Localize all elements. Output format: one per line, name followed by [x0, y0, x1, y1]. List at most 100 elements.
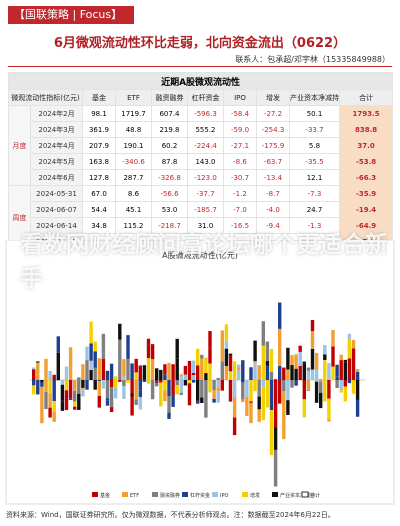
chart-title: A股微观流动性(亿元): [162, 250, 238, 260]
decor-bar: [347, 358, 352, 380]
decor-bar: [44, 380, 48, 393]
decor-bar: [269, 410, 274, 456]
decor-bar: [196, 348, 200, 366]
decor-bar: [109, 363, 114, 380]
row-label: 2024年4月: [30, 137, 83, 154]
decor-bar: [351, 340, 356, 349]
decor-bar: [191, 372, 196, 376]
decor-bar: [331, 346, 335, 367]
decor-bar: [48, 393, 52, 408]
decor-bar: [159, 369, 163, 380]
cell: -8.7: [256, 185, 290, 202]
decor-bar: [261, 386, 265, 421]
decor-bar: [282, 380, 286, 392]
decor-bar: [175, 338, 179, 359]
decor-bar: [36, 361, 40, 363]
decor-bar: [286, 369, 290, 380]
decor-bar: [68, 380, 73, 399]
decor-bar: [302, 399, 306, 418]
decor-bar: [44, 392, 48, 410]
decor-bar: [97, 381, 101, 397]
cell: 45.1: [115, 201, 152, 218]
decor-bar: [32, 385, 36, 395]
decor-bar: [68, 347, 73, 366]
decor-bar: [257, 365, 261, 380]
decor-bar: [228, 353, 233, 356]
decor-bar: [155, 368, 159, 380]
row-label: 2024年5月: [30, 153, 83, 170]
decor-bar: [351, 348, 356, 366]
decor-bar: [155, 381, 159, 384]
decor-bar: [122, 386, 126, 399]
decor-bar: [343, 362, 347, 380]
cell: -53.8: [338, 153, 394, 170]
cell: 24.7: [289, 201, 340, 218]
decor-bar: [310, 369, 315, 380]
decor-bar: [60, 380, 65, 385]
column-header: 微观流动性指标(亿元): [8, 89, 83, 106]
decor-bar: [134, 358, 138, 373]
cell: 12.1: [289, 169, 340, 186]
column-header: 杠杆资金: [187, 89, 224, 106]
decor-bar: [36, 374, 40, 380]
decor-bar: [216, 391, 220, 403]
decor-bar: [179, 380, 183, 393]
decor-bar: [93, 380, 97, 390]
decor-bar: [310, 319, 315, 332]
decor-bar: [118, 360, 122, 380]
cell: -19.4: [338, 201, 394, 218]
decor-bar: [204, 373, 208, 380]
cell: -30.7: [223, 169, 257, 186]
decor-bar: [347, 333, 352, 340]
decor-bar: [355, 380, 360, 400]
column-header: 增发: [256, 89, 290, 106]
decor-bar: [237, 364, 241, 368]
cell: -56.6: [151, 185, 188, 202]
decor-bar: [355, 399, 360, 417]
decor-bar: [105, 400, 110, 406]
decor-bar: [187, 380, 192, 383]
decor-bar: [282, 367, 286, 380]
decor-bar: [183, 380, 188, 386]
title: 6月微观流动性环比走弱，北向资金流出（0622）: [53, 36, 347, 51]
cell: 37.0: [338, 137, 394, 154]
decor-bar: [323, 354, 327, 361]
decor-bar: [175, 358, 179, 380]
decor-bar: [81, 387, 85, 390]
decor-bar: [278, 365, 282, 380]
decor-bar: [261, 345, 265, 380]
decor-bar: [347, 339, 352, 359]
decor-bar: [310, 331, 315, 349]
decor-bar: [36, 380, 40, 395]
decor-bar: [73, 406, 77, 410]
decor-bar: [64, 366, 69, 370]
decor-bar: [241, 399, 245, 403]
decor-bar: [208, 363, 212, 380]
decor-bar: [114, 387, 118, 399]
decor-bar: [73, 380, 77, 391]
decor-bar: [232, 397, 237, 418]
decor-bar: [355, 369, 360, 372]
decor-bar: [142, 365, 147, 380]
decor-bar: [343, 359, 347, 363]
decor-bar: [249, 380, 253, 402]
decor-bar: [290, 380, 294, 388]
decor-bar: [130, 396, 134, 416]
decor-bar: [183, 374, 188, 380]
decor-bar: [118, 323, 122, 340]
decor-bar: [89, 321, 93, 344]
decor-bar: [167, 362, 171, 380]
legend-swatch: [182, 492, 188, 497]
row-label: 2024-05-31: [30, 185, 83, 202]
decor-bar: [261, 380, 265, 387]
decor-bar: [81, 389, 85, 397]
decor-bar: [44, 358, 48, 379]
data-row: 周度 2024-05-31 67.0 8.6 -56.6 -37.7 -1.2 -8.7 -7.…: [8, 185, 394, 250]
column-header: 融资融券: [151, 89, 188, 106]
decor-bar: [339, 380, 343, 391]
cell: 219.8: [151, 121, 188, 138]
data-row: 2024年3月 361.9 48.8 219.8 555.2 -59.0 -254.3 -33…: [9, 121, 394, 138]
decor-bar: [343, 386, 347, 402]
decor-bar: [204, 400, 208, 418]
